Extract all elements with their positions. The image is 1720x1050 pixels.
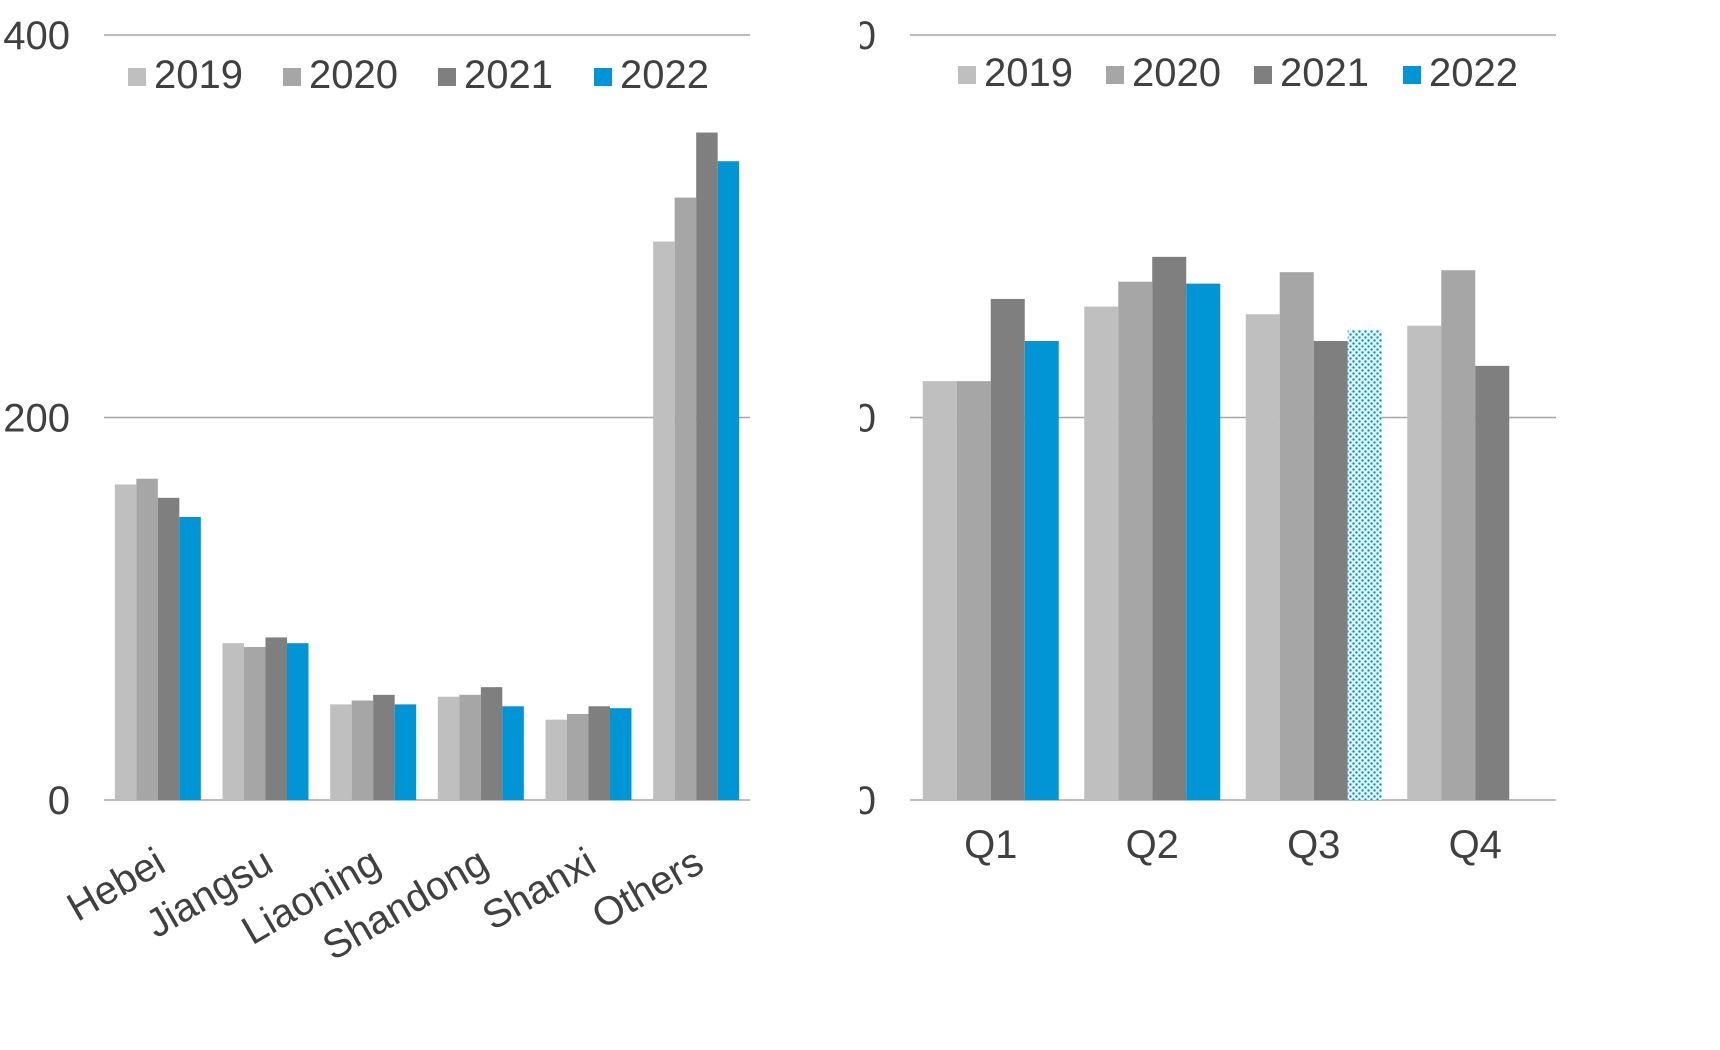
bar [1475,365,1510,800]
category-label: Q1 [964,823,1017,867]
bar [244,647,266,800]
bar [922,381,957,800]
category-label: Q4 [1449,823,1502,867]
quarterly-bar-chart: 0 200 400 2019 2020 2021 2022 Q1 Q2 Q3 Q4 [860,14,1556,867]
legend-swatch [1254,66,1272,84]
bar [545,719,567,800]
bar [956,381,991,800]
bar [287,643,309,800]
bar [394,704,417,800]
legend-label: 2021 [464,53,553,97]
bar [610,708,632,800]
legend-label: 2021 [1280,51,1369,95]
bar [717,161,740,801]
legend-label: 2022 [620,53,709,97]
legend-label: 2020 [1132,51,1221,95]
legend-swatch [958,66,976,84]
bar [265,637,287,800]
bar [114,484,137,800]
category-label: Q3 [1287,823,1340,867]
bar [1024,341,1059,800]
bar [990,298,1025,800]
bar [1407,325,1442,800]
bar [1118,281,1153,800]
legend-label: 2019 [154,53,243,97]
legend-swatch [128,68,146,86]
bar [1186,283,1221,800]
bar [373,694,395,800]
bar [136,478,158,800]
legend-swatch [438,68,456,86]
bar [480,687,503,800]
bar [1347,329,1382,800]
bar [696,132,718,801]
legend-swatch [1403,66,1421,84]
y-tick-label: 200 [3,397,70,441]
bar [351,700,374,800]
legend-label: 2020 [309,53,398,97]
bar [437,696,460,800]
legend-label: 2022 [1429,51,1518,95]
legend-swatch [283,68,301,86]
legend-label: 2019 [984,51,1073,95]
bar [222,643,244,800]
bar [1084,306,1119,800]
bar [1152,256,1187,801]
bar [502,706,524,800]
y-tick-label: 0 [860,779,876,823]
bar [588,706,610,800]
legend-swatch [594,68,612,86]
bar [567,713,589,800]
bar [1441,270,1476,800]
category-label: Q2 [1126,823,1179,867]
bar [674,197,697,800]
bar [459,694,481,800]
legend-swatch [1106,66,1124,84]
y-tick-label: 0 [48,779,70,823]
bar [179,516,201,800]
bar [157,497,180,800]
y-tick-label: 400 [3,14,70,58]
bar [653,241,675,801]
bar [1245,314,1280,800]
y-tick-label: 200 [860,397,876,441]
category-label: Shanxi [475,840,603,939]
category-label: Others [585,840,711,938]
bar [1279,272,1314,800]
y-tick-label: 400 [860,14,876,58]
bar [330,704,352,800]
bar [1313,341,1348,800]
